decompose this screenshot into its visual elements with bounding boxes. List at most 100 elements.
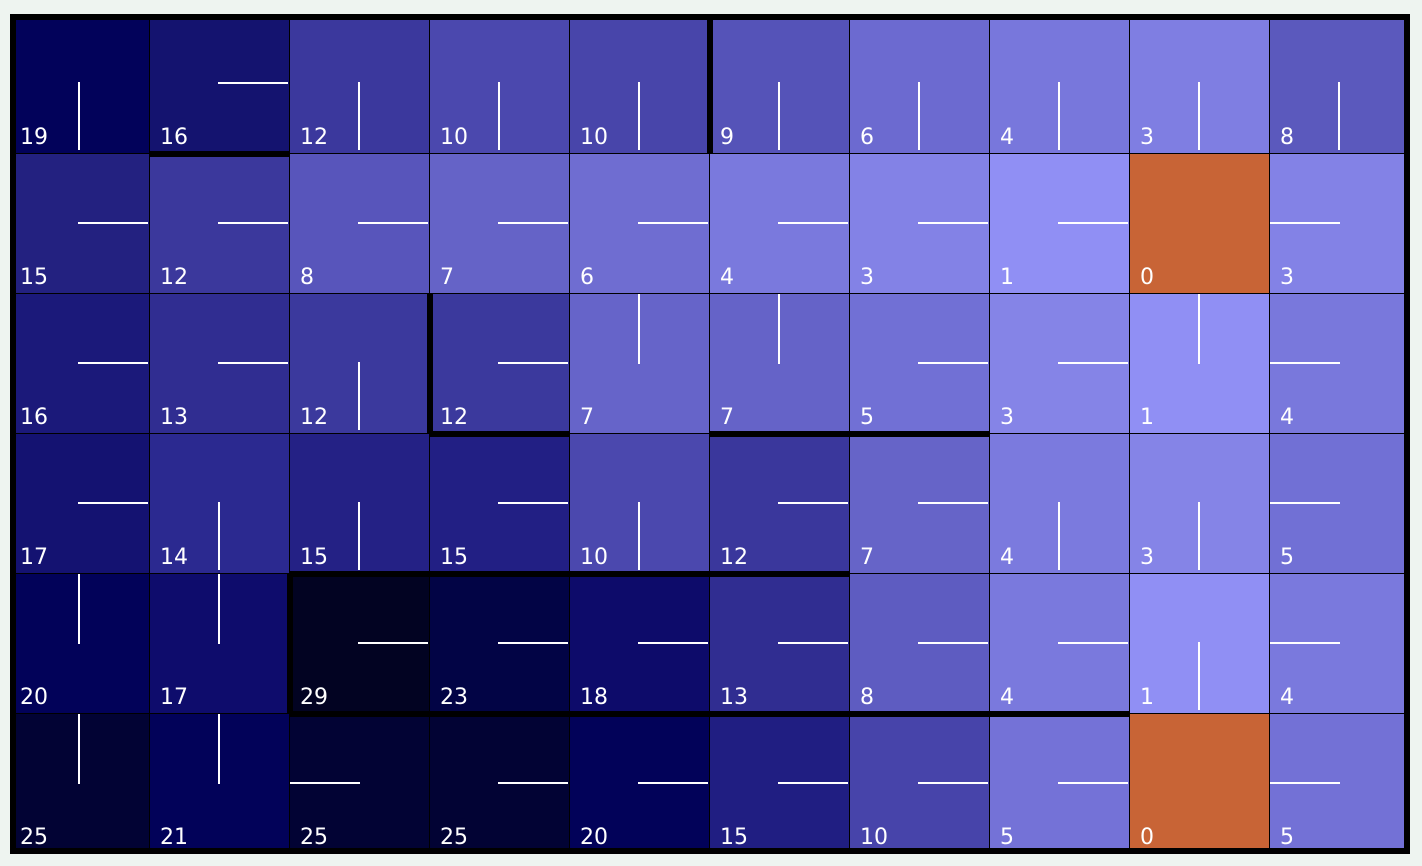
grid-cell-r4-c0[interactable]: 20 <box>10 574 149 713</box>
grid-cell-r0-c1[interactable]: 16 <box>150 14 289 153</box>
cell-value: 15 <box>440 545 468 570</box>
cell-value: 12 <box>300 125 328 150</box>
grid-cell-r0-c5[interactable]: 9 <box>710 14 849 153</box>
cell-value: 8 <box>300 265 314 290</box>
grid-cell-r3-c5[interactable]: 12 <box>710 434 849 573</box>
grid-cell-r2-c4[interactable]: 7 <box>570 294 709 433</box>
cell-value: 3 <box>1000 405 1014 430</box>
grid-cell-r4-c8[interactable]: 1 <box>1130 574 1269 713</box>
cell-value: 10 <box>440 125 468 150</box>
grid-cell-r1-c6[interactable]: 3 <box>850 154 989 293</box>
grid-cell-r2-c8[interactable]: 1 <box>1130 294 1269 433</box>
policy-arrow-right-icon <box>778 222 848 224</box>
cell-value: 25 <box>20 825 48 850</box>
policy-arrow-left-icon <box>1270 642 1340 644</box>
grid-cell-r2-c7[interactable]: 3 <box>990 294 1129 433</box>
policy-arrow-right-icon <box>918 642 988 644</box>
grid-cell-r1-c1[interactable]: 12 <box>150 154 289 293</box>
grid-cell-r5-c5[interactable]: 15 <box>710 714 849 853</box>
cell-value: 16 <box>160 125 188 150</box>
policy-arrow-down-icon <box>778 294 780 364</box>
policy-arrow-down-icon <box>638 294 640 364</box>
grid-cell-r0-c4[interactable]: 10 <box>570 14 709 153</box>
policy-arrow-up-icon <box>1058 502 1060 570</box>
grid-cell-r3-c6[interactable]: 7 <box>850 434 989 573</box>
grid-cell-r4-c6[interactable]: 8 <box>850 574 989 713</box>
grid-cell-r5-c0[interactable]: 25 <box>10 714 149 853</box>
wall-segment <box>150 151 290 157</box>
grid-cell-r2-c5[interactable]: 7 <box>710 294 849 433</box>
wall-segment <box>290 711 1130 717</box>
cell-value: 1 <box>1000 265 1014 290</box>
policy-arrow-right-icon <box>498 222 568 224</box>
grid-cell-r3-c2[interactable]: 15 <box>290 434 429 573</box>
cell-value: 17 <box>20 545 48 570</box>
grid-cell-r2-c2[interactable]: 12 <box>290 294 429 433</box>
grid-cell-r2-c9[interactable]: 4 <box>1270 294 1409 433</box>
grid-cell-r3-c0[interactable]: 17 <box>10 434 149 573</box>
grid-cell-r5-c7[interactable]: 5 <box>990 714 1129 853</box>
grid-cell-r0-c3[interactable]: 10 <box>430 14 569 153</box>
cell-value: 10 <box>580 545 608 570</box>
grid-cell-r1-c2[interactable]: 8 <box>290 154 429 293</box>
grid-cell-r5-c1[interactable]: 21 <box>150 714 289 853</box>
grid-cell-r0-c6[interactable]: 6 <box>850 14 989 153</box>
wall-segment <box>287 574 293 714</box>
grid-cell-r2-c3[interactable]: 12 <box>430 294 569 433</box>
grid-cell-r3-c3[interactable]: 15 <box>430 434 569 573</box>
grid-cell-r0-c0[interactable]: 19 <box>10 14 149 153</box>
policy-arrow-right-icon <box>358 222 428 224</box>
wall-segment <box>290 571 850 577</box>
grid-cell-r3-c4[interactable]: 10 <box>570 434 709 573</box>
game-board: 19 16 12 10 10 9 6 4 3 8 15 12 8 7 6 4 3 1 0 3 16 13 12 12 7 7 5 3 1… <box>10 14 1410 854</box>
cell-value: 14 <box>160 545 188 570</box>
policy-arrow-right-icon <box>498 362 568 364</box>
cell-value: 20 <box>20 685 48 710</box>
cell-value: 6 <box>860 125 874 150</box>
cell-value: 0 <box>1140 825 1154 850</box>
grid-cell-r4-c7[interactable]: 4 <box>990 574 1129 713</box>
grid-cell-r4-c1[interactable]: 17 <box>150 574 289 713</box>
grid-cell-r1-c7[interactable]: 1 <box>990 154 1129 293</box>
grid-cell-r1-c8[interactable]: 0 <box>1130 154 1269 293</box>
policy-arrow-right-icon <box>498 782 568 784</box>
grid-cell-r5-c6[interactable]: 10 <box>850 714 989 853</box>
policy-arrow-right-icon <box>918 502 988 504</box>
grid-cell-r4-c9[interactable]: 4 <box>1270 574 1409 713</box>
cell-value: 7 <box>720 405 734 430</box>
grid-cell-r0-c9[interactable]: 8 <box>1270 14 1409 153</box>
grid-cell-r0-c2[interactable]: 12 <box>290 14 429 153</box>
grid-cell-r2-c1[interactable]: 13 <box>150 294 289 433</box>
grid-cell-r1-c4[interactable]: 6 <box>570 154 709 293</box>
grid-cell-r1-c5[interactable]: 4 <box>710 154 849 293</box>
grid-cell-r3-c9[interactable]: 5 <box>1270 434 1409 573</box>
grid-cell-r0-c8[interactable]: 3 <box>1130 14 1269 153</box>
cell-value: 7 <box>440 265 454 290</box>
grid-cell-r1-c9[interactable]: 3 <box>1270 154 1409 293</box>
grid-cell-r5-c8[interactable]: 0 <box>1130 714 1269 853</box>
grid-cell-r2-c0[interactable]: 16 <box>10 294 149 433</box>
grid-cell-r4-c2[interactable]: 29 <box>290 574 429 713</box>
grid-cell-r5-c3[interactable]: 25 <box>430 714 569 853</box>
grid-cell-r3-c1[interactable]: 14 <box>150 434 289 573</box>
cell-value: 21 <box>160 825 188 850</box>
grid-cell-r0-c7[interactable]: 4 <box>990 14 1129 153</box>
grid-cell-r1-c0[interactable]: 15 <box>10 154 149 293</box>
cell-value: 8 <box>860 685 874 710</box>
cell-value: 7 <box>580 405 594 430</box>
grid-cell-r5-c9[interactable]: 5 <box>1270 714 1409 853</box>
grid-cell-r5-c4[interactable]: 20 <box>570 714 709 853</box>
grid-cell-r3-c7[interactable]: 4 <box>990 434 1129 573</box>
grid-cell-r3-c8[interactable]: 3 <box>1130 434 1269 573</box>
grid-cell-r2-c6[interactable]: 5 <box>850 294 989 433</box>
grid-cell-r1-c3[interactable]: 7 <box>430 154 569 293</box>
grid-cell-r5-c2[interactable]: 25 <box>290 714 429 853</box>
cell-value: 0 <box>1140 265 1154 290</box>
policy-arrow-left-icon <box>1270 362 1340 364</box>
cell-value: 15 <box>300 545 328 570</box>
grid-cell-r4-c4[interactable]: 18 <box>570 574 709 713</box>
grid-cell-r4-c5[interactable]: 13 <box>710 574 849 713</box>
policy-arrow-right-icon <box>218 222 288 224</box>
grid-cell-r4-c3[interactable]: 23 <box>430 574 569 713</box>
cell-value: 12 <box>440 405 468 430</box>
